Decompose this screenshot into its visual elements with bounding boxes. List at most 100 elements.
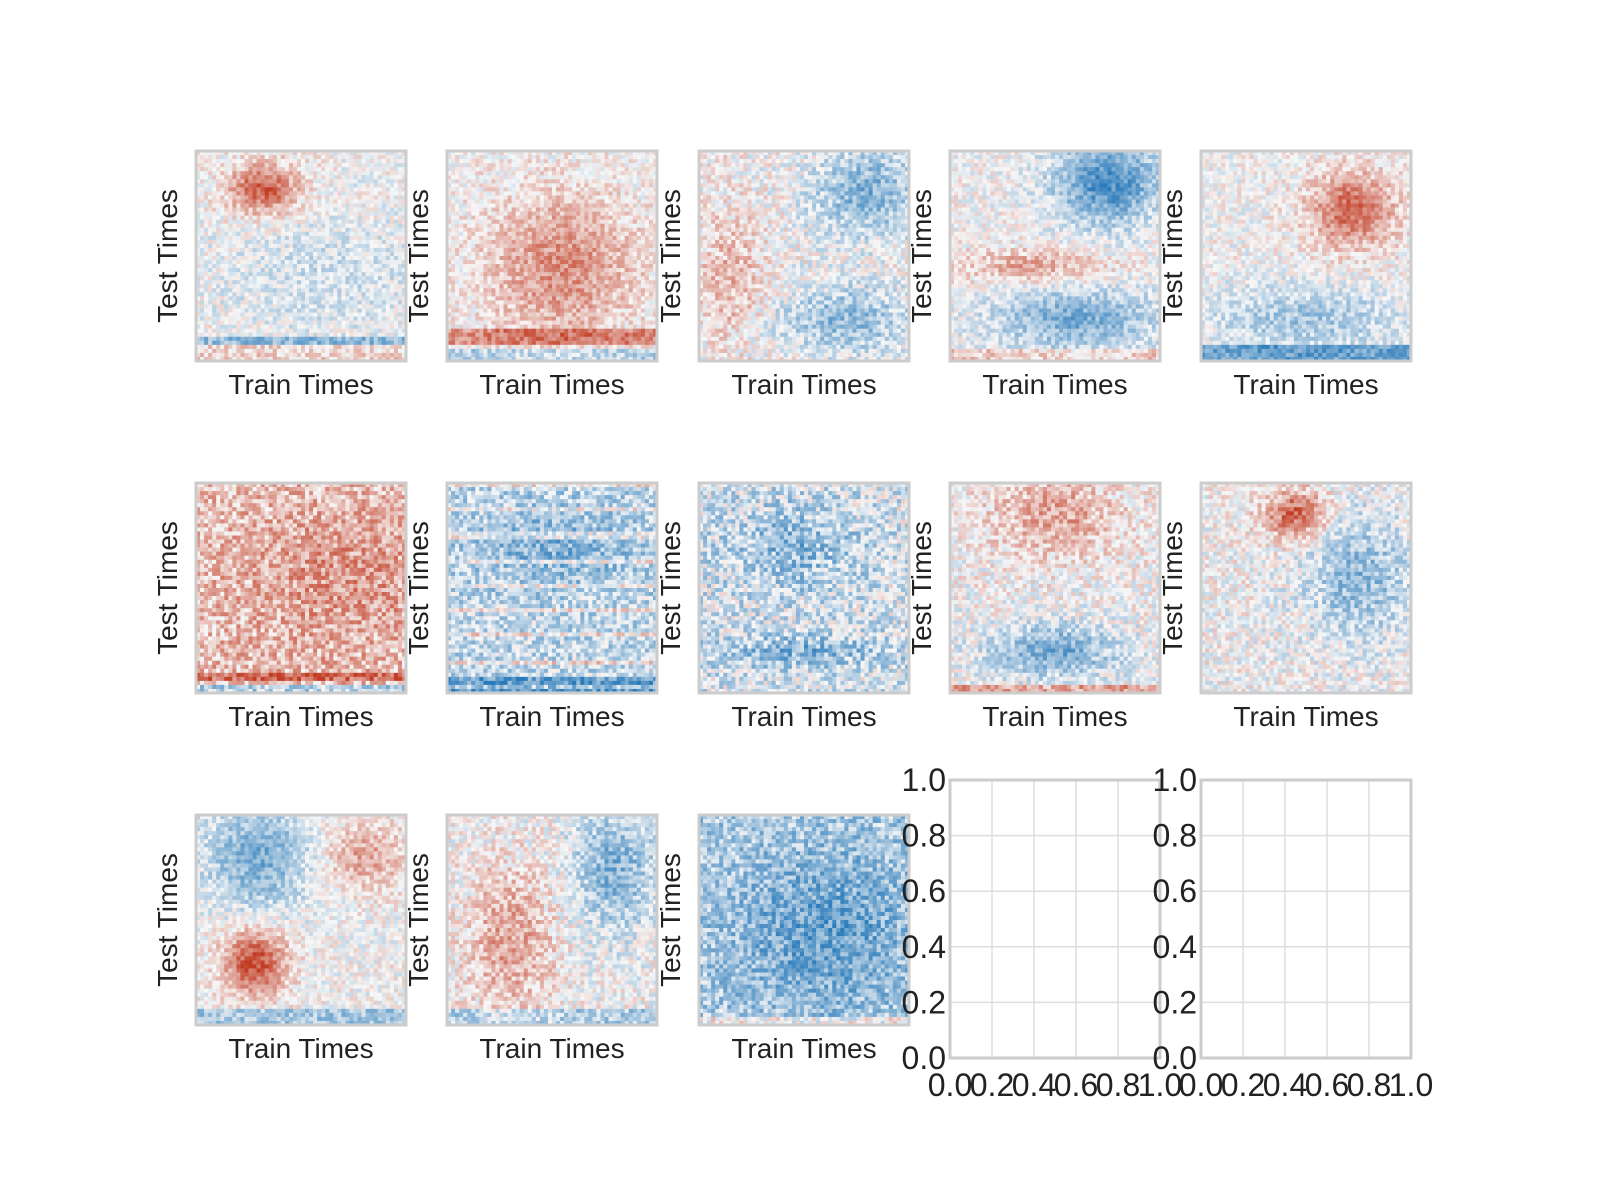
heatmap-cell (516, 159, 520, 163)
heatmap-cell (354, 304, 358, 308)
heatmap-cell (455, 183, 459, 187)
heatmap-cell (289, 353, 293, 357)
heatmap-cell (293, 288, 297, 292)
heatmap-cell (269, 280, 273, 284)
heatmap-cell (265, 212, 269, 216)
heatmap-cell (641, 309, 645, 313)
heatmap-cell (337, 220, 341, 224)
heatmap-cell (333, 313, 337, 317)
heatmap-cell (374, 232, 378, 236)
heatmap-cell (257, 317, 261, 321)
heatmap-cell (580, 220, 584, 224)
heatmap-cell (588, 256, 592, 260)
heatmap-cell (220, 220, 224, 224)
heatmap-cell (244, 264, 248, 268)
heatmap-cell (273, 204, 277, 208)
heatmap-cell (600, 276, 604, 280)
heatmap-cell (204, 260, 208, 264)
heatmap-cell (500, 300, 504, 304)
heatmap-cell (520, 240, 524, 244)
heatmap-cell (374, 353, 378, 357)
heatmap-cell (637, 321, 641, 325)
heatmap-cell (386, 333, 390, 337)
heatmap-cell (564, 208, 568, 212)
heatmap-cell (451, 236, 455, 240)
heatmap-cell (645, 212, 649, 216)
heatmap-cell (265, 175, 269, 179)
heatmap-cell (249, 155, 253, 159)
heatmap-cell (253, 296, 257, 300)
heatmap-cell (309, 240, 313, 244)
heatmap-cell (224, 309, 228, 313)
heatmap-cell (362, 195, 366, 199)
heatmap-cell (208, 300, 212, 304)
heatmap-cell (451, 199, 455, 203)
heatmap-cell (600, 232, 604, 236)
heatmap-cell (354, 288, 358, 292)
heatmap-cell (386, 345, 390, 349)
heatmap-cell (467, 292, 471, 296)
heatmap-cell (600, 284, 604, 288)
heatmap-cell (560, 191, 564, 195)
heatmap-cell (362, 232, 366, 236)
heatmap-cell (204, 163, 208, 167)
heatmap-cell (600, 240, 604, 244)
heatmap-cell (257, 175, 261, 179)
heatmap-cell (625, 232, 629, 236)
heatmap-cell (532, 244, 536, 248)
heatmap-cell (358, 345, 362, 349)
heatmap-cell (560, 313, 564, 317)
heatmap-cell (366, 220, 370, 224)
heatmap-cell (556, 159, 560, 163)
heatmap-cell (309, 175, 313, 179)
heatmap-cell (345, 159, 349, 163)
heatmap-cell (475, 288, 479, 292)
heatmap-cell (261, 212, 265, 216)
heatmap-cell (345, 179, 349, 183)
heatmap-cell (321, 232, 325, 236)
heatmap-cell (491, 155, 495, 159)
heatmap-cell (491, 216, 495, 220)
heatmap-cell (273, 155, 277, 159)
heatmap-cell (281, 232, 285, 236)
heatmap-cell (285, 256, 289, 260)
heatmap-cell (232, 349, 236, 353)
heatmap-cell (289, 191, 293, 195)
heatmap-cell (524, 236, 528, 240)
heatmap-cell (374, 317, 378, 321)
heatmap-cell (313, 256, 317, 260)
heatmap-cell (354, 224, 358, 228)
heatmap-cell (313, 309, 317, 313)
heatmap-cell (285, 179, 289, 183)
heatmap-cell (289, 199, 293, 203)
heatmap-cell (374, 228, 378, 232)
heatmap-cell (204, 175, 208, 179)
heatmap-cell (333, 264, 337, 268)
heatmap-cell (621, 280, 625, 284)
heatmap-cell (297, 288, 301, 292)
heatmap-cell (321, 353, 325, 357)
heatmap-cell (613, 224, 617, 228)
heatmap-cell (358, 216, 362, 220)
heatmap-cell (633, 325, 637, 329)
heatmap-cell (532, 208, 536, 212)
heatmap-cell (592, 195, 596, 199)
heatmap-cell (317, 228, 321, 232)
heatmap-cell (633, 175, 637, 179)
heatmap-cell (366, 313, 370, 317)
heatmap-cell (394, 216, 398, 220)
heatmap-cell (345, 175, 349, 179)
heatmap-cell (333, 187, 337, 191)
heatmap-cell (504, 248, 508, 252)
heatmap-cell (309, 345, 313, 349)
heatmap-cell (244, 187, 248, 191)
heatmap-cell (467, 232, 471, 236)
heatmap-cell (459, 163, 463, 167)
heatmap-cell (580, 260, 584, 264)
heatmap-cell (394, 252, 398, 256)
heatmap-cell (568, 317, 572, 321)
heatmap-cell (649, 280, 653, 284)
heatmap-cell (508, 248, 512, 252)
heatmap-cell (560, 195, 564, 199)
heatmap-cell (333, 276, 337, 280)
